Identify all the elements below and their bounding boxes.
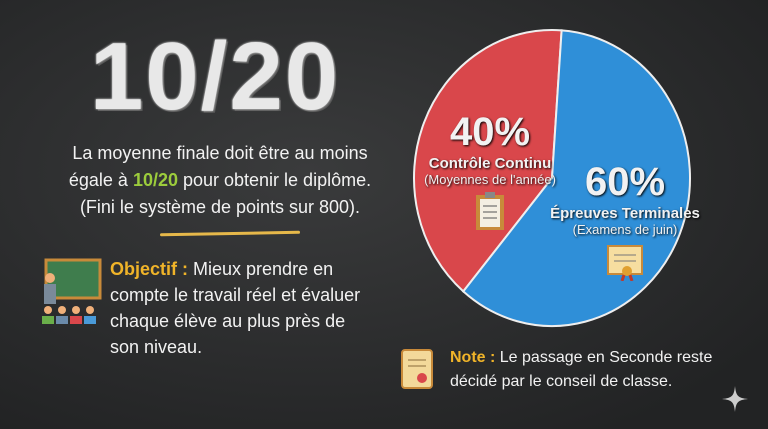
diploma-icon: [607, 245, 643, 282]
sparkle-icon: [722, 386, 748, 412]
objective-body: Mieux prendre en compte le travail réel …: [110, 259, 361, 357]
clipboard-icon: [476, 192, 504, 230]
slice-percent: 40%: [449, 110, 531, 154]
intro-text: La moyenne finale doit être au moins éga…: [40, 140, 400, 221]
note-label: Note :: [450, 349, 496, 366]
scroll-icon: [401, 349, 433, 389]
teacher-icon: [42, 258, 102, 324]
objective-text: Objectif : Mieux prendre en compte le tr…: [110, 256, 370, 360]
slice-name: Épreuves Terminales: [550, 205, 700, 222]
pie-slice-0: [413, 29, 563, 293]
slice-name: Contrôle Continu: [428, 155, 552, 172]
slice-percent: 60%: [584, 160, 666, 204]
note-body: Le passage en Seconde reste décidé par l…: [450, 349, 713, 390]
intro-highlight: 10/20: [132, 170, 178, 190]
headline: 10/20: [89, 23, 341, 130]
intro-line-1: La moyenne finale doit être au moins: [72, 143, 368, 163]
slice-sub: (Moyennes de l'année): [424, 172, 556, 187]
note-text: Note : Le passage en Seconde reste décid…: [450, 346, 740, 394]
intro-pre: égale à: [68, 170, 133, 190]
slice-label-1: 60% Épreuves Terminales (Examens de juin…: [550, 160, 700, 286]
objective-label: Objectif :: [110, 259, 189, 279]
intro-line-2: égale à 10/20 pour obtenir le diplôme.: [40, 167, 400, 194]
slice-sub: (Examens de juin): [572, 222, 678, 237]
slice-label-0: 40% Contrôle Continu (Moyennes de l'anné…: [420, 110, 560, 236]
intro-line-3: (Fini le système de points sur 800).: [79, 197, 361, 217]
intro-post: pour obtenir le diplôme.: [177, 170, 372, 190]
